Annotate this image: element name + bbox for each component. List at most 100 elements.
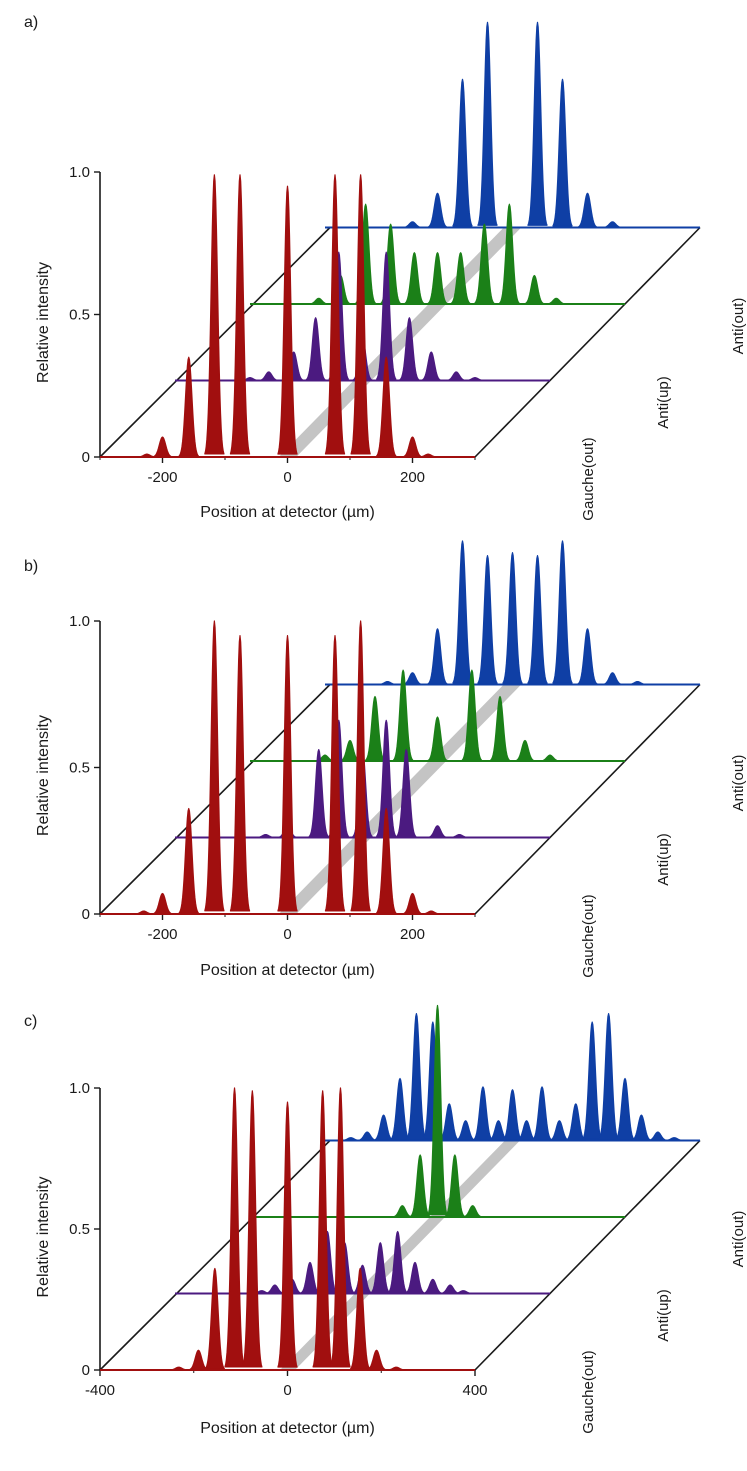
peak [516,1120,537,1141]
peak [439,1103,460,1141]
peak [422,1278,443,1294]
peak [258,371,279,382]
peak [364,695,386,761]
x-axis-label: Position at detector (µm) [200,1420,375,1437]
peak [277,635,298,912]
peak [417,453,439,458]
y-tick-label: 0 [82,906,90,923]
x-tick-label: -200 [147,469,177,486]
peak [627,680,648,686]
peak [489,695,511,761]
peak [444,1154,466,1217]
chart-panel-b: b) 0 0.5 1.0 Relative intensity -200 0 200 Posit… [24,540,747,979]
y-axis-label: Relative intensity [35,1177,52,1298]
peak [386,1366,407,1371]
plane-right-edge [474,226,701,458]
peak [324,174,346,455]
peak [477,21,498,226]
peak [152,436,173,458]
series-anti-out: Anti(out) [250,1004,747,1267]
peak [224,1087,245,1368]
peak [631,1114,652,1141]
peak [427,1004,448,1216]
peak [409,1154,431,1217]
x-tick-label: 0 [283,1382,291,1399]
peak [499,203,520,304]
y-tick-label: 0.5 [69,307,90,324]
peak [392,1205,413,1218]
peak [376,719,397,837]
y-tick-label: 1.0 [69,613,90,630]
peak [502,1089,523,1141]
series-anti-up: Anti(up) [175,251,672,429]
peak [404,1261,426,1294]
peak [399,317,420,381]
peak [664,1137,685,1142]
peak [308,749,329,838]
peak [427,825,448,838]
peak [178,356,199,457]
peak [387,1230,408,1294]
peak [229,635,251,912]
series-gauche-up: Gauche(up) [325,540,700,686]
peak [421,351,442,381]
peak [305,317,326,381]
peak [373,1114,394,1141]
peak [229,174,251,455]
y-tick-label: 0 [82,449,90,466]
series-gauche-out: Gauche(out) [100,1087,597,1434]
series-label: Gauche(out) [580,1350,597,1433]
x-axis-label: Position at detector (µm) [200,504,375,521]
peak [406,1013,427,1140]
peak [427,628,448,685]
x-tick-label: 200 [400,469,425,486]
peak [404,252,425,305]
peak [376,356,397,457]
peak [472,1086,494,1141]
peak [299,1261,321,1294]
panel-label: a) [24,14,38,31]
peak [366,1349,387,1371]
peak [527,21,548,226]
series-label: Anti(out) [730,755,747,812]
peak [565,1103,586,1141]
peak [308,297,329,305]
peak [392,669,414,761]
series-gauche-up: Gauche(up) [325,1013,700,1142]
peak [614,1077,636,1141]
y-tick-label: 0.5 [69,1221,90,1238]
series-label: Anti(up) [655,376,672,429]
peak [277,185,298,455]
chart-panel-c: c) 0 0.5 1.0 Relative intensity -400 0 400 Posit… [24,1004,747,1437]
peak [474,223,495,304]
y-tick-label: 1.0 [69,1080,90,1097]
peak [421,910,442,915]
peak [453,1290,474,1295]
peak [461,669,483,761]
peak [255,833,276,839]
peak [168,1366,189,1371]
peak [546,297,567,305]
peak [647,1131,668,1142]
peak [204,174,225,455]
x-tick-label: 200 [400,926,425,943]
chart-panel-a: a) 0 0.5 1.0 Relative intensity -200 0 200 Posit… [24,14,747,521]
x-tick-label: 0 [283,926,291,943]
peak [330,1087,351,1368]
peak [524,274,545,305]
peak [464,377,486,382]
peak [450,252,471,305]
peak [312,1090,333,1368]
y-tick-label: 0 [82,1362,90,1379]
peak [446,371,467,382]
plane-right-edge [474,1139,701,1371]
peak [152,892,173,915]
panel-label: b) [24,558,38,575]
peak [402,892,423,915]
peak [324,635,346,912]
peak [514,739,536,762]
peak [539,754,561,762]
peak [178,807,199,914]
peak [357,1131,378,1142]
